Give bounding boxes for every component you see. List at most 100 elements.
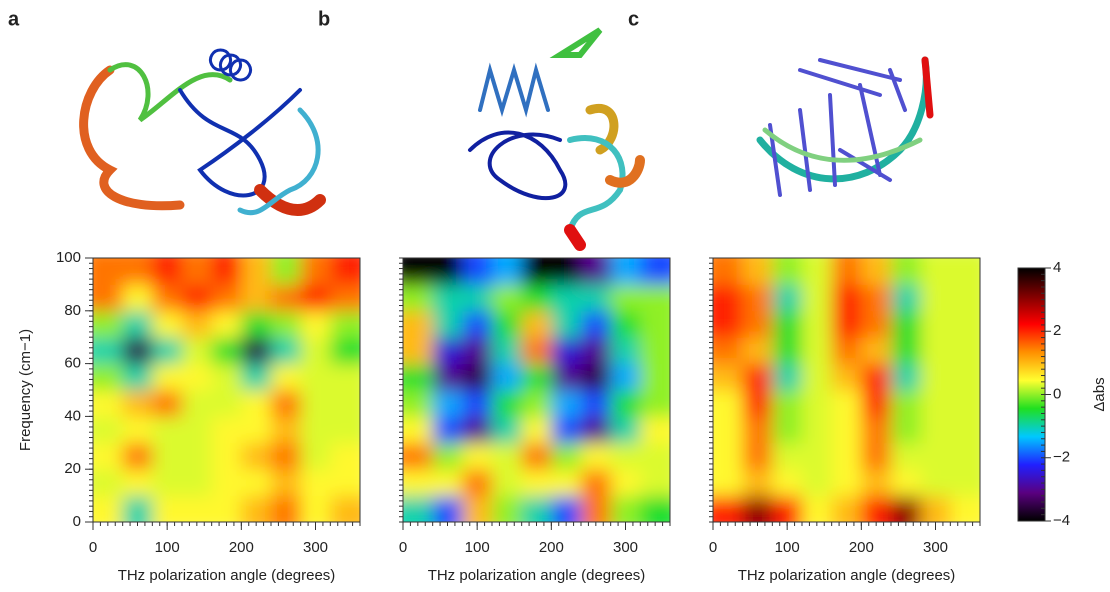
heat-cell (581, 416, 612, 444)
heat-cell (403, 416, 434, 444)
heat-cell (742, 310, 773, 338)
heat-cell (271, 416, 302, 444)
heat-cell (640, 337, 670, 365)
heat-cell (300, 495, 331, 522)
heat-cell (891, 284, 922, 312)
heat-cell (772, 363, 803, 391)
heat-cell (610, 337, 641, 365)
heat-cell (831, 363, 862, 391)
heat-cell (640, 284, 670, 312)
heat-cell (330, 442, 360, 470)
heat-cell (492, 310, 523, 338)
heat-cell (831, 495, 862, 522)
heat-cell (950, 284, 980, 312)
heat-cell (330, 258, 360, 285)
heat-cell (122, 495, 153, 522)
axes (399, 257, 671, 530)
y-tick-label: 100 (56, 249, 81, 266)
heat-cell (93, 416, 124, 444)
heat-cell (330, 469, 360, 497)
heat-cell (152, 495, 183, 522)
heat-cell (772, 310, 803, 338)
heat-cell (300, 469, 331, 497)
heat-cell (211, 469, 242, 497)
heat-cell (802, 337, 833, 365)
x-tick-label: 0 (399, 539, 407, 556)
heat-cell (432, 284, 463, 312)
colorbar-tick-label: −2 (1053, 449, 1070, 466)
heat-cell (891, 416, 922, 444)
heat-cell (93, 310, 124, 338)
heat-cell (300, 284, 331, 312)
heat-cell (432, 495, 463, 522)
heat-cell (831, 416, 862, 444)
heat-cell (432, 310, 463, 338)
heat-cell (551, 416, 582, 444)
heat-cell (802, 495, 833, 522)
heat-cell (403, 310, 434, 338)
heat-cell (271, 469, 302, 497)
heat-cell (861, 337, 892, 365)
heat-cell (93, 390, 124, 417)
heat-cell (152, 310, 183, 338)
heat-cell (713, 337, 744, 365)
heat-cell (271, 363, 302, 391)
heat-cell (330, 390, 360, 417)
heat-cell (861, 416, 892, 444)
heat-cell (521, 469, 552, 497)
heat-cell (403, 363, 434, 391)
heat-cell (950, 390, 980, 417)
heat-cell (521, 390, 552, 417)
cells (93, 258, 360, 522)
heat-cell (551, 258, 582, 285)
heat-cell (610, 416, 641, 444)
heat-cell (432, 416, 463, 444)
heat-cell (211, 495, 242, 522)
heat-cell (152, 363, 183, 391)
heat-cell (891, 258, 922, 285)
heat-cell (772, 337, 803, 365)
heat-cell (831, 310, 862, 338)
heat-cell (861, 495, 892, 522)
heat-cell (241, 258, 272, 285)
heat-cell (300, 416, 331, 444)
heat-cell (152, 416, 183, 444)
heat-cell (802, 416, 833, 444)
heat-cell (403, 495, 434, 522)
heat-cell (640, 310, 670, 338)
heat-cell (521, 284, 552, 312)
heat-cell (521, 363, 552, 391)
heatmap (713, 258, 980, 522)
y-tick-label: 20 (64, 460, 81, 477)
heat-cell (271, 284, 302, 312)
heat-cell (742, 442, 773, 470)
heat-cell (122, 416, 153, 444)
heat-cell (122, 284, 153, 312)
x-axis-label: THz polarization angle (degrees) (738, 567, 956, 584)
heat-cell (713, 258, 744, 285)
heat-cell (271, 390, 302, 417)
heat-cell (742, 363, 773, 391)
heat-cell (802, 310, 833, 338)
x-tick-label: 100 (465, 539, 490, 556)
heat-cell (241, 337, 272, 365)
colorbar-tick-label: −4 (1053, 512, 1070, 529)
heat-cell (300, 390, 331, 417)
heat-cell (610, 310, 641, 338)
heat-cell (330, 495, 360, 522)
heat-cell (920, 363, 951, 391)
heat-cell (462, 310, 493, 338)
heat-cell (403, 442, 434, 470)
heat-cell (330, 416, 360, 444)
heat-cell (403, 337, 434, 365)
heat-cell (182, 495, 213, 522)
heat-cell (831, 390, 862, 417)
heat-cell (432, 258, 463, 285)
heat-cell (211, 416, 242, 444)
heat-cell (610, 390, 641, 417)
heat-cell (920, 442, 951, 470)
heat-cell (581, 337, 612, 365)
colorbar-label: Δabs (1091, 377, 1108, 411)
heat-cell (492, 469, 523, 497)
